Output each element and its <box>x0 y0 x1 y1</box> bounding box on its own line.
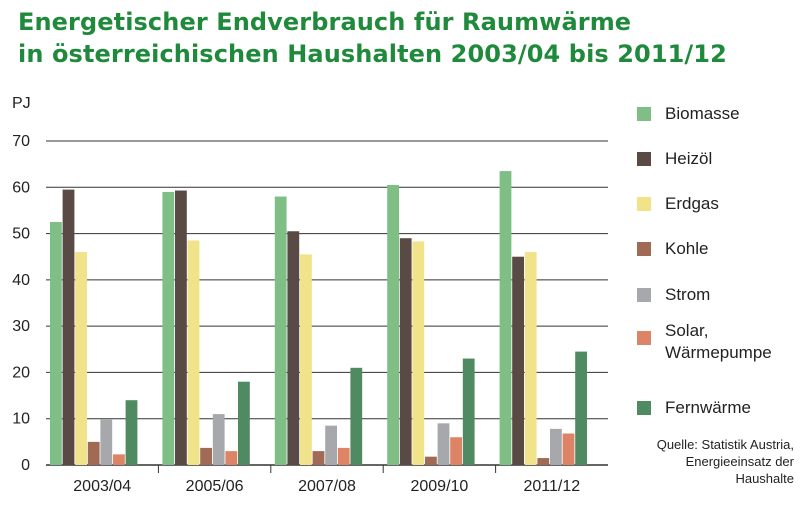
bar-fernwärme-2011-12 <box>575 351 587 465</box>
bar-biomasse-2009-10 <box>387 184 399 465</box>
legend-swatch <box>637 107 651 121</box>
bar-biomasse-2007-08 <box>274 196 287 466</box>
bar-heizöl-2007-08 <box>287 231 300 465</box>
y-axis-unit-label: PJ <box>12 95 31 112</box>
bar-fernwärme-2009-10 <box>462 358 475 465</box>
bar-solar-wärmepumpe-2009-10 <box>450 437 462 465</box>
bar-heizöl-2011-12 <box>512 256 524 465</box>
bar-biomasse-2003-04 <box>50 222 62 465</box>
bar-heizöl-2003-04 <box>62 189 75 465</box>
x-category-label: 2003/04 <box>73 478 131 495</box>
bar-kohle-2009-10 <box>425 456 437 465</box>
bar-solar-wärmepumpe-2007-08 <box>337 447 350 465</box>
legend-label: Biomasse <box>665 104 740 123</box>
bar-solar-wärmepumpe-2003-04 <box>113 454 125 465</box>
legend-label: Kohle <box>665 239 709 258</box>
bar-kohle-2005-06 <box>200 447 212 465</box>
bar-kohle-2003-04 <box>87 441 100 465</box>
bar-biomasse-2011-12 <box>499 171 512 466</box>
legend-swatch <box>637 242 651 256</box>
legend-label: Solar, Wärmepumpe <box>665 321 772 362</box>
bar-strom-2011-12 <box>550 428 562 465</box>
bar-heizöl-2009-10 <box>399 238 412 465</box>
bar-erdgas-2011-12 <box>524 252 537 465</box>
bar-strom-2007-08 <box>325 425 337 465</box>
legend-label: Fernwärme <box>665 398 751 417</box>
legend-swatch <box>637 152 651 166</box>
bar-heizöl-2005-06 <box>175 190 187 466</box>
source-note: Quelle: Statistik Austria, Energieeinsat… <box>656 437 794 486</box>
y-tick-label: 0 <box>21 457 30 474</box>
legend-label: Erdgas <box>665 194 719 213</box>
y-tick-label: 40 <box>12 272 30 289</box>
y-tick-label: 70 <box>12 133 30 150</box>
chart-title-line-1: Energetischer Endverbrauch für Raumwärme <box>18 8 632 36</box>
legend-swatch <box>637 288 651 302</box>
bar-erdgas-2009-10 <box>412 241 425 465</box>
y-tick-label: 60 <box>12 179 30 196</box>
bar-solar-wärmepumpe-2005-06 <box>225 451 238 465</box>
bar-biomasse-2005-06 <box>162 191 175 465</box>
bar-kohle-2007-08 <box>312 451 325 465</box>
bar-erdgas-2003-04 <box>75 252 87 465</box>
legend-swatch <box>637 197 651 211</box>
x-category-label: 2005/06 <box>186 478 244 495</box>
legend-label: Heizöl <box>665 149 713 168</box>
chart-title-line-2: in österreichischen Haushalten 2003/04 b… <box>18 40 727 68</box>
y-tick-label: 20 <box>12 364 30 381</box>
y-tick-label: 30 <box>12 318 30 335</box>
bar-fernwärme-2007-08 <box>350 367 363 465</box>
bar-strom-2003-04 <box>100 419 113 465</box>
x-category-label: 2011/12 <box>523 478 580 495</box>
legend-swatch <box>637 331 651 345</box>
x-category-label: 2009/10 <box>410 478 468 495</box>
bar-erdgas-2007-08 <box>300 254 312 465</box>
x-category-label: 2007/08 <box>298 478 356 495</box>
bar-strom-2009-10 <box>437 423 450 465</box>
y-tick-label: 50 <box>12 226 30 243</box>
y-tick-label: 10 <box>12 411 30 428</box>
bar-strom-2005-06 <box>212 414 225 465</box>
chart-title: Energetischer Endverbrauch für Raumwärme… <box>18 6 727 70</box>
legend-swatch <box>637 401 651 415</box>
bar-kohle-2011-12 <box>537 458 550 465</box>
legend-label: Strom <box>665 285 711 304</box>
bar-solar-wärmepumpe-2011-12 <box>562 433 575 465</box>
bar-fernwärme-2003-04 <box>125 400 138 465</box>
bar-erdgas-2005-06 <box>187 240 200 465</box>
bar-fernwärme-2005-06 <box>238 381 250 465</box>
